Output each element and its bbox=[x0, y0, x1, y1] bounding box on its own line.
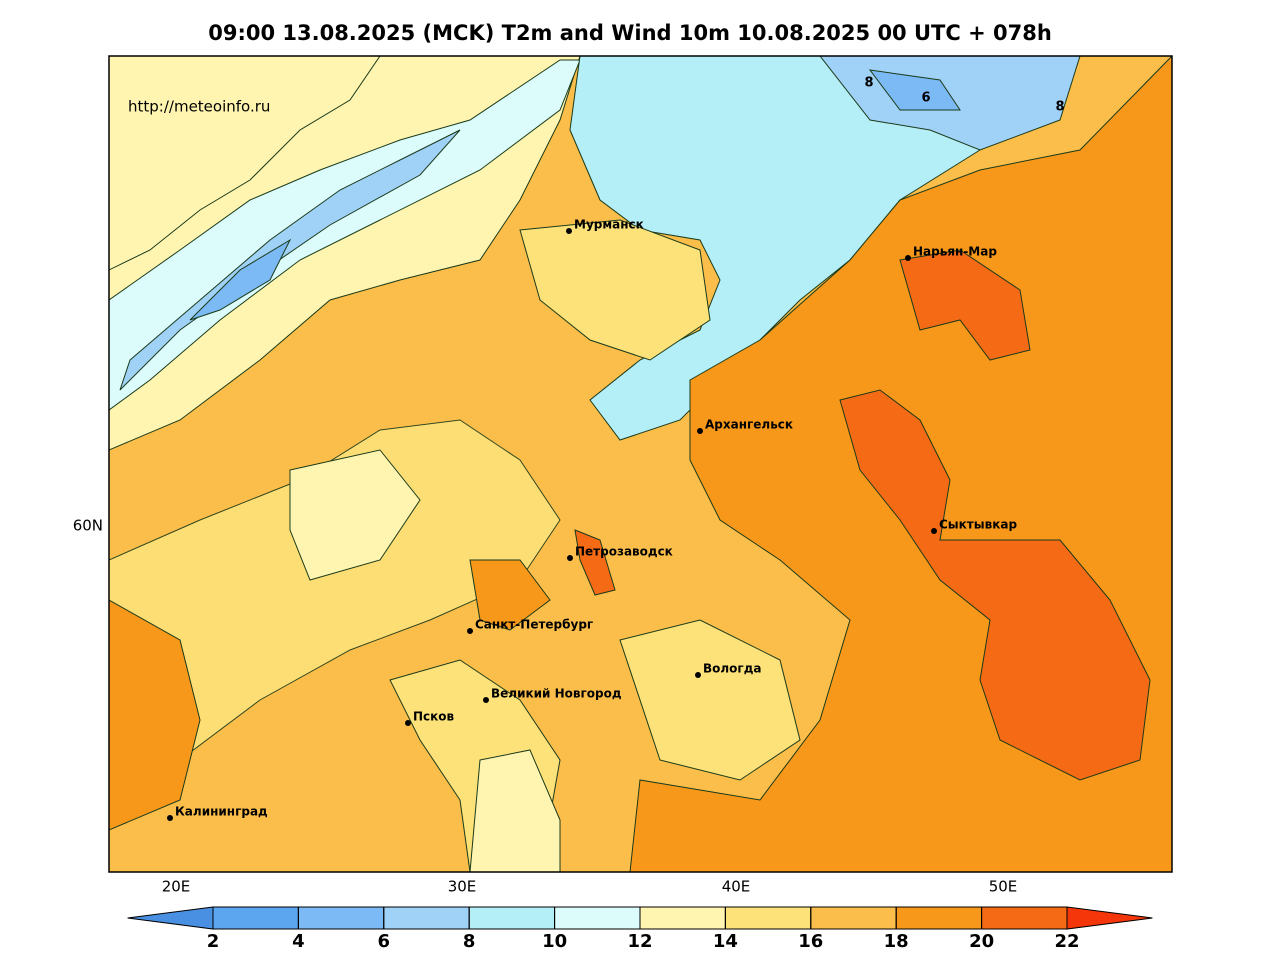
colorbar-label: 12 bbox=[627, 931, 652, 952]
city-label: Петрозаводск bbox=[575, 545, 673, 559]
colorbar-segment bbox=[212, 906, 299, 930]
colorbar-segment bbox=[981, 906, 1068, 930]
city-dot bbox=[567, 555, 573, 561]
colorbar-segment bbox=[554, 906, 641, 930]
city-label: Калининград bbox=[175, 805, 268, 819]
colorbar-segment bbox=[639, 906, 726, 930]
colorbar-label: 18 bbox=[884, 931, 909, 952]
colorbar-label: 20 bbox=[969, 931, 994, 952]
city-label: Псков bbox=[413, 710, 455, 724]
lon-label: 30E bbox=[448, 878, 477, 896]
city-label: Великий Новгород bbox=[491, 687, 622, 701]
lon-label: 40E bbox=[722, 878, 751, 896]
contour-label: 8 bbox=[864, 76, 873, 91]
colorbar: 2 4 6 8 10 12 14 16 18 20 22 bbox=[127, 906, 1153, 952]
city-label: Сыктывкар bbox=[939, 518, 1017, 532]
watermark: http://meteoinfo.ru bbox=[128, 98, 270, 116]
city-dot bbox=[697, 428, 703, 434]
city-dot bbox=[405, 720, 411, 726]
colorbar-label: 14 bbox=[713, 931, 738, 952]
colorbar-segment bbox=[724, 906, 812, 930]
city-dot bbox=[905, 255, 911, 261]
city-dot bbox=[566, 228, 572, 234]
colorbar-label: 16 bbox=[798, 931, 823, 952]
map-fill bbox=[109, 56, 1172, 872]
city-dot bbox=[467, 628, 473, 634]
colorbar-segment bbox=[810, 906, 897, 930]
city-label: Нарьян-Мар bbox=[913, 245, 997, 259]
city-label: Вологда bbox=[703, 662, 761, 676]
colorbar-label: 22 bbox=[1054, 931, 1079, 952]
colorbar-low bbox=[127, 906, 214, 930]
colorbar-segment bbox=[468, 906, 556, 930]
map-frame bbox=[108, 55, 1173, 873]
title: 09:00 13.08.2025 (MCK) T2m and Wind 10m … bbox=[208, 21, 1052, 45]
lon-label: 20E bbox=[162, 878, 191, 896]
colorbar-label: 8 bbox=[463, 931, 476, 952]
lat-label: 60N bbox=[73, 517, 103, 535]
city-label: Мурманск bbox=[574, 218, 644, 232]
city-label: Архангельск bbox=[705, 418, 793, 432]
city-label: Санкт-Петербург bbox=[475, 618, 593, 632]
city-dot bbox=[167, 815, 173, 821]
contour-label: 8 bbox=[1055, 100, 1064, 115]
colorbar-segment bbox=[383, 906, 470, 930]
colorbar-label: 2 bbox=[207, 931, 220, 952]
colorbar-label: 6 bbox=[378, 931, 391, 952]
colorbar-segment bbox=[297, 906, 385, 930]
colorbar-label: 4 bbox=[292, 931, 305, 952]
lon-label: 50E bbox=[989, 878, 1018, 896]
colorbar-segment bbox=[895, 906, 983, 930]
city-dot bbox=[931, 528, 937, 534]
colorbar-high bbox=[1066, 906, 1153, 930]
contour-label: 6 bbox=[921, 91, 930, 106]
city-dot bbox=[695, 672, 701, 678]
city-dot bbox=[483, 697, 489, 703]
colorbar-label: 10 bbox=[542, 931, 567, 952]
